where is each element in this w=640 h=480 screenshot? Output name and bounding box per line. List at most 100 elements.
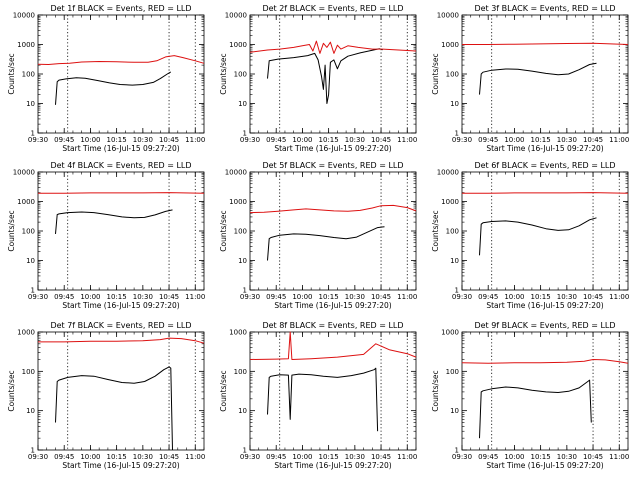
- series-line-lld: [249, 331, 417, 360]
- y-tick-label: 1: [243, 447, 247, 455]
- y-axis-label: Counts/sec: [7, 370, 16, 411]
- x-tick-label: 10:00: [292, 136, 312, 144]
- y-tick-label: 100: [446, 368, 459, 376]
- y-tick-label: 100: [22, 228, 35, 236]
- panel-title: Det 5f BLACK = Events, RED = LLD: [262, 161, 403, 170]
- x-tick-label: 11:00: [397, 453, 417, 461]
- x-tick-label: 10:00: [292, 293, 312, 301]
- x-axis-label: Start Time (16-Jul-15 09:27:20): [62, 144, 179, 153]
- x-tick-label: 10:30: [133, 453, 153, 461]
- plot-frame: [461, 171, 629, 291]
- y-tick-label: 1000: [229, 198, 247, 206]
- plot-frame: [249, 171, 417, 291]
- x-tick-label: 09:30: [452, 453, 472, 461]
- x-tick-label: 10:30: [557, 453, 577, 461]
- y-tick-label: 1: [31, 130, 35, 138]
- x-tick-label: 11:00: [185, 453, 205, 461]
- panel-title: Det 1f BLACK = Events, RED = LLD: [50, 4, 191, 13]
- y-tick-label: 10: [238, 257, 247, 265]
- y-tick-label: 10: [238, 100, 247, 108]
- panel-8: Det 8f BLACK = Events, RED = LLD 1 10 100 10…: [219, 321, 417, 470]
- y-tick-label: 100: [446, 71, 459, 79]
- x-tick-label: 10:45: [583, 136, 603, 144]
- panel-title: Det 6f BLACK = Events, RED = LLD: [474, 161, 615, 170]
- y-tick-label: 1: [31, 287, 35, 295]
- y-axis-label: Counts/sec: [219, 53, 228, 94]
- series-line-events: [267, 367, 379, 432]
- x-axis-label: Start Time (16-Jul-15 09:27:20): [62, 301, 179, 310]
- y-tick-label: 10000: [225, 169, 247, 177]
- x-tick-label: 10:15: [319, 293, 339, 301]
- x-tick-label: 10:45: [159, 293, 179, 301]
- x-tick-label: 10:30: [133, 293, 153, 301]
- series-line-events: [479, 217, 597, 256]
- x-tick-label: 10:15: [531, 136, 551, 144]
- x-axis-label: Start Time (16-Jul-15 09:27:20): [486, 144, 603, 153]
- x-tick-label: 10:45: [371, 453, 391, 461]
- y-axis-label: Counts/sec: [219, 210, 228, 251]
- series-line-events: [267, 48, 383, 104]
- y-tick-label: 1000: [17, 329, 35, 337]
- x-tick-label: 10:45: [159, 136, 179, 144]
- panel-title: Det 2f BLACK = Events, RED = LLD: [262, 4, 403, 13]
- y-tick-label: 10: [26, 407, 35, 415]
- plot-frame: [461, 331, 629, 451]
- x-tick-label: 10:00: [504, 453, 524, 461]
- y-axis-label: Counts/sec: [7, 210, 16, 251]
- y-tick-label: 1000: [17, 198, 35, 206]
- series-line-events: [55, 366, 173, 451]
- x-tick-label: 10:00: [80, 136, 100, 144]
- y-tick-label: 100: [22, 368, 35, 376]
- x-tick-label: 10:30: [557, 293, 577, 301]
- series-line-events: [479, 62, 597, 95]
- x-tick-label: 09:45: [266, 453, 286, 461]
- panel-4: Det 4f BLACK = Events, RED = LLD 1 10 100 10…: [7, 161, 205, 310]
- series-line-lld: [38, 337, 205, 344]
- y-tick-label: 1000: [441, 329, 459, 337]
- x-tick-label: 11:00: [397, 293, 417, 301]
- y-tick-label: 1000: [441, 198, 459, 206]
- x-tick-label: 09:30: [452, 293, 472, 301]
- y-tick-label: 10: [238, 407, 247, 415]
- y-tick-label: 1: [455, 130, 459, 138]
- panel-title: Det 9f BLACK = Events, RED = LLD: [474, 321, 615, 330]
- y-tick-label: 100: [234, 368, 247, 376]
- x-axis-label: Start Time (16-Jul-15 09:27:20): [274, 301, 391, 310]
- y-tick-label: 1: [243, 287, 247, 295]
- y-tick-label: 1: [455, 447, 459, 455]
- y-tick-label: 1: [455, 287, 459, 295]
- x-tick-label: 10:30: [133, 136, 153, 144]
- x-tick-label: 10:30: [557, 136, 577, 144]
- panel-3: Det 3f BLACK = Events, RED = LLD 1 10 100 10…: [431, 4, 629, 153]
- y-tick-label: 1000: [441, 41, 459, 49]
- panel-title: Det 7f BLACK = Events, RED = LLD: [50, 321, 191, 330]
- series-line-lld: [461, 359, 629, 364]
- x-tick-label: 09:30: [240, 453, 260, 461]
- x-tick-label: 10:15: [531, 453, 551, 461]
- y-tick-label: 10: [26, 100, 35, 108]
- x-tick-label: 09:45: [266, 293, 286, 301]
- series-line-lld: [462, 42, 629, 45]
- x-axis-label: Start Time (16-Jul-15 09:27:20): [274, 461, 391, 470]
- x-axis-label: Start Time (16-Jul-15 09:27:20): [486, 461, 603, 470]
- x-tick-label: 10:15: [531, 293, 551, 301]
- x-tick-label: 10:15: [319, 453, 339, 461]
- panel-9: Det 9f BLACK = Events, RED = LLD 1 10 100 10…: [431, 321, 629, 470]
- series-line-lld: [462, 192, 629, 194]
- x-tick-label: 09:30: [240, 136, 260, 144]
- x-tick-label: 09:45: [54, 453, 74, 461]
- x-tick-label: 10:15: [107, 293, 127, 301]
- x-tick-label: 09:45: [478, 293, 498, 301]
- y-tick-label: 10: [450, 407, 459, 415]
- x-tick-label: 10:45: [159, 453, 179, 461]
- panel-1: Det 1f BLACK = Events, RED = LLD 1 10 100 10…: [7, 4, 205, 153]
- panel-6: Det 6f BLACK = Events, RED = LLD 1 10 100 10…: [431, 161, 629, 310]
- plot-frame: [37, 171, 205, 291]
- x-tick-label: 09:30: [452, 136, 472, 144]
- y-tick-label: 10: [450, 100, 459, 108]
- plot-frame: [37, 331, 205, 451]
- x-axis-label: Start Time (16-Jul-15 09:27:20): [486, 301, 603, 310]
- x-tick-label: 09:45: [54, 293, 74, 301]
- x-axis-label: Start Time (16-Jul-15 09:27:20): [274, 144, 391, 153]
- panel-7: Det 7f BLACK = Events, RED = LLD 1 10 100 10…: [7, 321, 205, 470]
